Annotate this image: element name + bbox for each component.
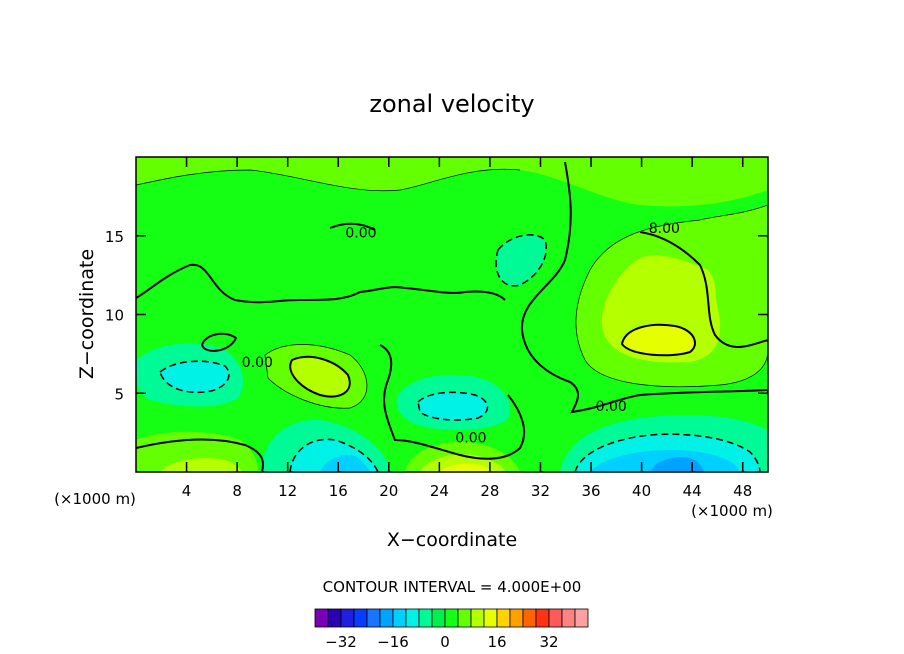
colorbar-swatch xyxy=(314,608,329,628)
chart-title: zonal velocity xyxy=(369,90,534,118)
colorbar-swatch xyxy=(379,608,394,628)
colorbar-swatch xyxy=(548,608,563,628)
x-tick-label: 28 xyxy=(480,482,499,500)
contour-fill-neg12 xyxy=(320,454,370,472)
zero-contour-7 xyxy=(200,332,238,352)
negative-contour-5 xyxy=(495,234,547,287)
zero-contour-3 xyxy=(520,161,768,414)
contour-label: 0.00 xyxy=(596,399,627,415)
colorbar-swatch xyxy=(431,608,446,628)
contour-label: 0.00 xyxy=(455,430,486,446)
colorbar-tick-label: −32 xyxy=(325,633,357,651)
colorbar-swatch xyxy=(561,608,576,628)
contour-label: 0.00 xyxy=(345,226,376,242)
y-axis-ticks: 5 10 15 xyxy=(105,228,768,403)
x-tick-label: 32 xyxy=(531,482,550,500)
thin-contour xyxy=(136,168,521,192)
zero-contour-4 xyxy=(639,231,768,348)
x-axis-ticks: 4 8 12 16 20 24 28 32 36 40 44 48 xyxy=(182,157,752,500)
colorbar: −32 −16 0 16 32 xyxy=(314,608,589,651)
contour-fill-neg2 xyxy=(418,392,488,420)
x-tick-label: 20 xyxy=(379,482,398,500)
contour-labels: 0.00 8.00 0.00 0.00 0.00 xyxy=(242,221,680,446)
colorbar-swatch xyxy=(522,608,537,628)
colorbar-tick-label: 0 xyxy=(440,633,450,651)
colorbar-swatch xyxy=(470,608,485,628)
negative-contour-3 xyxy=(574,433,761,472)
y-tick-label: 10 xyxy=(105,307,124,325)
colorbar-swatch xyxy=(405,608,420,628)
colorbar-swatch xyxy=(327,608,342,628)
x-tick-label: 24 xyxy=(430,482,449,500)
colorbar-swatch xyxy=(496,608,511,628)
x-unit-label-right: (×1000 m) xyxy=(691,502,773,520)
contour-fill-pos8 xyxy=(440,463,492,472)
colorbar-swatch xyxy=(418,608,433,628)
negative-contour xyxy=(417,391,489,421)
colorbar-swatch xyxy=(483,608,498,628)
x-tick-label: 36 xyxy=(581,482,600,500)
colorbar-tick-label: 32 xyxy=(539,633,558,651)
colorbar-swatch xyxy=(444,608,459,628)
contour-lines xyxy=(136,161,768,472)
contour-fill-pos3 xyxy=(622,324,695,356)
x-tick-label: 12 xyxy=(278,482,297,500)
colorbar-swatch xyxy=(366,608,381,628)
contour-interval-text: CONTOUR INTERVAL = 4.000E+00 xyxy=(323,578,582,596)
zero-contour-5 xyxy=(379,344,526,460)
thin-contour-3 xyxy=(264,344,368,409)
negative-contour-2 xyxy=(159,360,230,394)
zero-contour-2 xyxy=(329,222,376,231)
x-tick-label: 44 xyxy=(683,482,702,500)
y-tick-label: 5 xyxy=(114,385,124,403)
negative-contour-4 xyxy=(289,438,379,472)
colorbar-swatch xyxy=(340,608,355,628)
colorbar-swatch xyxy=(509,608,524,628)
positive-contour xyxy=(620,323,696,357)
y-axis-label: Z−coordinate xyxy=(76,249,98,379)
colorbar-swatch xyxy=(392,608,407,628)
contour-field xyxy=(136,157,768,472)
x-tick-label: 48 xyxy=(733,482,752,500)
colorbar-swatch xyxy=(535,608,550,628)
zero-contour xyxy=(136,263,506,304)
zero-contour-6 xyxy=(136,438,264,472)
colorbar-swatch xyxy=(457,608,472,628)
positive-contour-2 xyxy=(289,355,351,398)
x-axis-label: X−coordinate xyxy=(387,529,517,551)
contour-fill-pos10 xyxy=(160,458,242,472)
contour-fill-neg5 xyxy=(496,234,547,286)
x-tick-label: 16 xyxy=(329,482,348,500)
colorbar-tick-label: 16 xyxy=(487,633,506,651)
y-tick-label: 15 xyxy=(105,228,124,246)
x-tick-label: 4 xyxy=(182,482,192,500)
contour-fill-neg9 xyxy=(650,457,704,472)
contour-label: 0.00 xyxy=(242,355,273,371)
contour-fill-neg4 xyxy=(160,361,229,393)
colorbar-swatch xyxy=(353,608,368,628)
x-unit-label-left: (×1000 m) xyxy=(54,490,136,508)
colorbar-tick-label: −16 xyxy=(377,633,409,651)
contour-fill-band xyxy=(136,157,768,207)
x-tick-label: 40 xyxy=(632,482,651,500)
x-tick-label: 8 xyxy=(232,482,242,500)
contour-label: 8.00 xyxy=(649,221,680,237)
thin-contour-2 xyxy=(575,204,768,388)
colorbar-swatch xyxy=(574,608,589,628)
